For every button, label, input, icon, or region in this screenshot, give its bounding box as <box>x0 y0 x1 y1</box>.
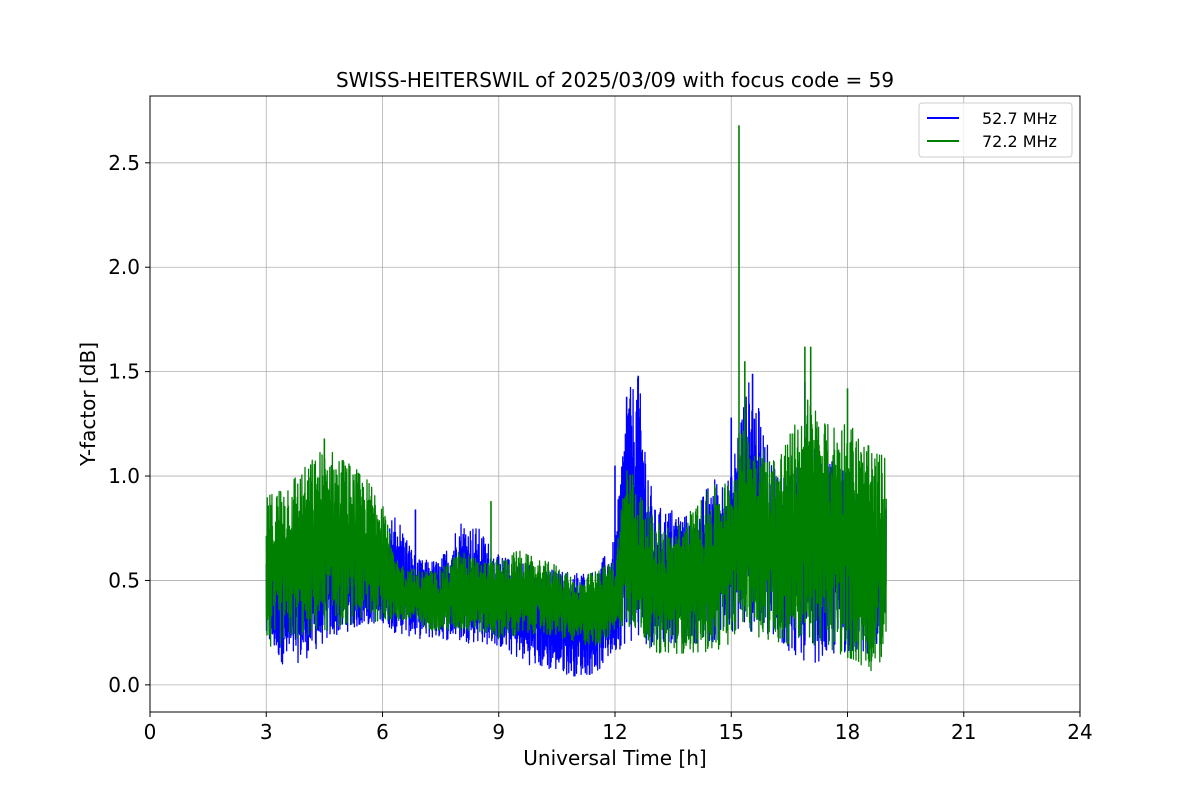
y-tick-label: 1.0 <box>108 464 140 488</box>
y-axis-label: Y-factor [dB] <box>76 342 100 467</box>
x-tick-label: 3 <box>260 720 273 744</box>
x-tick-label: 0 <box>144 720 157 744</box>
y-tick-label: 2.0 <box>108 255 140 279</box>
x-tick-label: 24 <box>1067 720 1092 744</box>
legend-label-72-2-mhz: 72.2 MHz <box>982 132 1057 151</box>
chart-title: SWISS-HEITERSWIL of 2025/03/09 with focu… <box>336 68 894 92</box>
y-tick-label: 1.5 <box>108 360 140 384</box>
x-tick-label: 9 <box>492 720 505 744</box>
x-tick-label: 6 <box>376 720 389 744</box>
x-tick-label: 18 <box>835 720 860 744</box>
y-tick-label: 2.5 <box>108 151 140 175</box>
series-line-72-2-mhz <box>265 399 887 672</box>
tick-layer: 0 3 6 9 12 15 18 21 24 0.0 0.5 1.0 1.5 2.0 2.5 <box>108 151 1093 744</box>
x-tick-label: 21 <box>951 720 976 744</box>
legend: 52.7 MHz 72.2 MHz <box>918 102 1073 158</box>
legend-box <box>918 102 1073 158</box>
x-axis-label: Universal Time [h] <box>523 746 706 770</box>
x-tick-label: 12 <box>602 720 627 744</box>
y-tick-label: 0.0 <box>108 673 140 697</box>
plot-area <box>265 125 887 677</box>
legend-label-52-7-mhz: 52.7 MHz <box>982 109 1057 128</box>
y-tick-label: 0.5 <box>108 568 140 592</box>
x-tick-label: 15 <box>719 720 744 744</box>
